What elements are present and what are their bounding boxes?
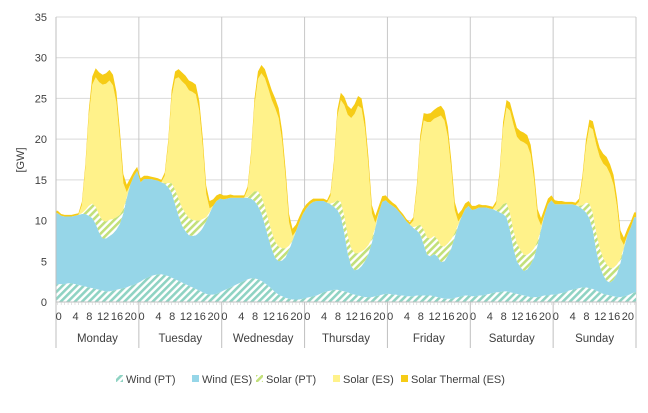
series-area-3	[56, 73, 636, 268]
series-area-1	[56, 170, 636, 300]
y-tick-label: 10	[35, 216, 47, 228]
hour-tick-label: 0	[56, 311, 62, 323]
hour-tick-label: 4	[155, 311, 161, 323]
hour-tick-label: 16	[277, 311, 289, 323]
hour-tick-label: 0	[221, 311, 227, 323]
hour-tick-label: 4	[238, 311, 244, 323]
hour-tick-label: 0	[139, 311, 145, 323]
hour-tick-label: 20	[622, 311, 634, 323]
hour-tick-label: 0	[553, 311, 559, 323]
hour-tick-label: 8	[501, 311, 507, 323]
day-label: Monday	[77, 333, 118, 345]
series-area-2	[56, 170, 636, 283]
hour-tick-label: 12	[511, 311, 523, 323]
hour-tick-label: 12	[346, 311, 358, 323]
hour-tick-label: 20	[125, 311, 137, 323]
legend-label: Solar (PT)	[266, 374, 316, 386]
legend-item: Solar (PT)	[256, 374, 316, 386]
y-tick-label: 5	[41, 256, 47, 268]
hour-tick-label: 12	[594, 311, 606, 323]
day-label: Thursday	[322, 333, 370, 345]
day-label: Tuesday	[158, 333, 202, 345]
legend-label: Solar (ES)	[343, 374, 394, 386]
legend-swatch	[256, 375, 263, 382]
legend-label: Solar Thermal (ES)	[411, 374, 505, 386]
legend-item: Wind (PT)	[116, 374, 176, 386]
series-area-0	[56, 274, 636, 302]
legend-item: Wind (ES)	[192, 374, 252, 386]
hour-tick-label: 0	[387, 311, 393, 323]
hour-tick-label: 4	[321, 311, 327, 323]
hour-tick-label: 4	[487, 311, 493, 323]
hour-tick-label: 4	[404, 311, 410, 323]
hour-tick-label: 12	[428, 311, 440, 323]
hour-tick-label: 4	[72, 311, 78, 323]
hour-tick-label: 8	[418, 311, 424, 323]
hour-tick-label: 16	[111, 311, 123, 323]
hour-tick-label: 8	[169, 311, 175, 323]
hour-tick-label: 12	[180, 311, 192, 323]
stacked-areas	[56, 65, 636, 302]
legend-label: Wind (ES)	[202, 374, 252, 386]
hour-tick-label: 8	[86, 311, 92, 323]
hour-tick-label: 20	[290, 311, 302, 323]
y-tick-label: 20	[35, 134, 47, 146]
hour-tick-label: 16	[194, 311, 206, 323]
legend-item: Solar Thermal (ES)	[401, 374, 505, 386]
series-area-4	[56, 65, 636, 245]
legend: Wind (PT) Wind (ES) Solar (PT) Solar (ES) So…	[116, 374, 505, 386]
hour-tick-label: 0	[470, 311, 476, 323]
day-label: Wednesday	[233, 333, 294, 345]
y-tick-label: 15	[35, 175, 47, 187]
hour-tick-label: 16	[359, 311, 371, 323]
hour-tick-label: 16	[442, 311, 454, 323]
legend-label: Wind (PT)	[126, 374, 176, 386]
legend-swatch	[192, 375, 199, 382]
legend-swatch	[401, 375, 408, 382]
hour-tick-label: 20	[208, 311, 220, 323]
y-axis-title: [GW]	[15, 147, 27, 172]
hour-tick-label: 16	[525, 311, 537, 323]
legend-swatch	[333, 375, 340, 382]
hour-tick-label: 0	[304, 311, 310, 323]
y-tick-label: 0	[41, 297, 47, 309]
day-label: Sunday	[575, 333, 614, 345]
hour-tick-label: 8	[335, 311, 341, 323]
hour-tick-label: 20	[373, 311, 385, 323]
hour-tick-label: 12	[97, 311, 109, 323]
hour-tick-label: 20	[456, 311, 468, 323]
day-label: Saturday	[489, 333, 535, 345]
y-tick-label: 35	[35, 12, 47, 24]
hour-tick-label: 8	[252, 311, 258, 323]
hour-tick-label: 20	[539, 311, 551, 323]
y-tick-label: 30	[35, 53, 47, 65]
hour-tick-label: 12	[263, 311, 275, 323]
day-label: Friday	[413, 333, 445, 345]
hour-tick-label: 16	[608, 311, 620, 323]
legend-item: Solar (ES)	[333, 374, 394, 386]
hour-tick-label: 8	[583, 311, 589, 323]
hour-tick-label: 4	[570, 311, 576, 323]
y-tick-label: 25	[35, 93, 47, 105]
legend-swatch	[116, 375, 123, 382]
